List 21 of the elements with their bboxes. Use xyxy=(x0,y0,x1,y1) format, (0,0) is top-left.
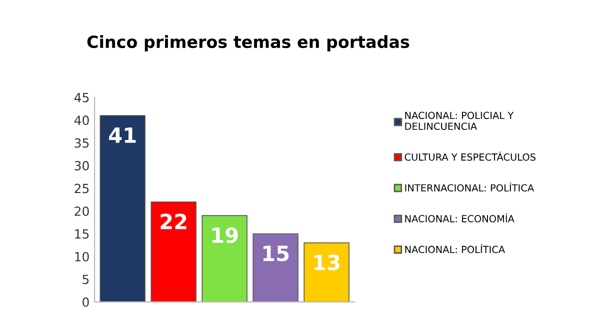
y-tick-label: 35 xyxy=(74,138,89,148)
y-tick-label: 20 xyxy=(74,206,89,216)
y-tick-label: 30 xyxy=(74,161,89,170)
y-tick-label: 5 xyxy=(82,274,89,284)
y-tick-label: 25 xyxy=(74,184,89,194)
y-tick-label: 10 xyxy=(75,252,89,262)
legend-label: INTERNACIONAL: POLÍTICA xyxy=(405,182,534,192)
data-label: 13 xyxy=(314,254,340,270)
legend-label: CULTURA Y ESPECTÁCULOS xyxy=(404,152,536,161)
data-label: 22 xyxy=(160,214,186,230)
y-tick-label: 40 xyxy=(74,116,89,126)
y-tick-label: 45 xyxy=(74,92,89,102)
y-tick-label: 15 xyxy=(75,229,89,239)
legend-label: NACIONAL: ECONOMÍA xyxy=(405,213,514,222)
legend-label: NACIONAL: POLICIAL Y DELINCUENCIA xyxy=(405,112,514,130)
y-tick-label: 0 xyxy=(82,297,89,307)
data-label: 41 xyxy=(109,128,136,143)
chart-title: Cinco primeros temas en portadas xyxy=(87,35,410,52)
data-label: 15 xyxy=(263,246,289,262)
legend-label: NACIONAL: POLÍTICA xyxy=(405,244,506,254)
data-label: 19 xyxy=(212,227,238,244)
